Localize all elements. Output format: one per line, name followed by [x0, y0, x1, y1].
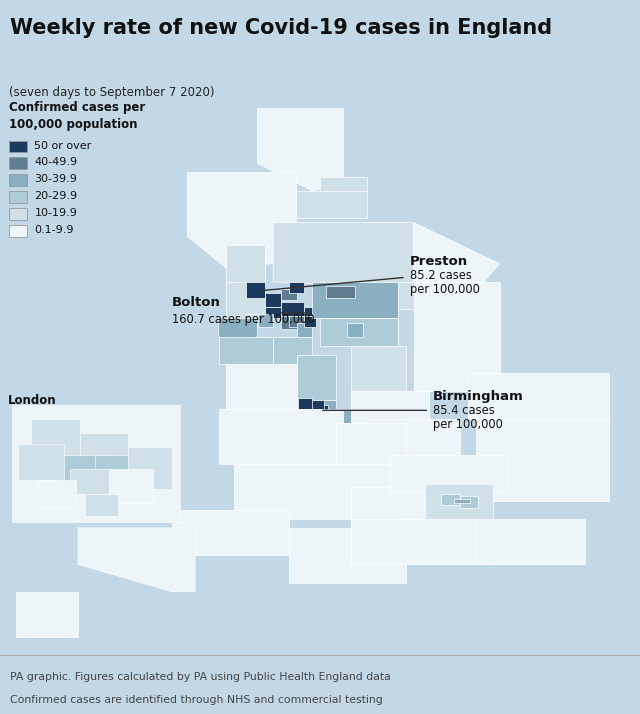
Polygon shape: [296, 323, 312, 336]
Text: per 100,000: per 100,000: [410, 283, 479, 296]
Polygon shape: [70, 469, 115, 494]
Text: 20-29.9: 20-29.9: [35, 191, 77, 201]
Polygon shape: [426, 484, 493, 519]
Polygon shape: [305, 401, 335, 423]
Polygon shape: [78, 528, 195, 592]
Polygon shape: [351, 487, 492, 519]
Polygon shape: [326, 286, 355, 298]
Text: London: London: [8, 394, 57, 407]
Polygon shape: [246, 282, 266, 298]
Text: 30-39.9: 30-39.9: [35, 174, 77, 184]
Polygon shape: [413, 223, 499, 282]
Polygon shape: [476, 519, 586, 564]
Text: 85.4 cases: 85.4 cases: [433, 404, 495, 417]
FancyBboxPatch shape: [10, 141, 26, 153]
Polygon shape: [128, 447, 172, 488]
Text: 10-19.9: 10-19.9: [35, 208, 77, 218]
Polygon shape: [398, 282, 484, 309]
FancyBboxPatch shape: [10, 174, 26, 186]
Polygon shape: [227, 364, 296, 409]
Polygon shape: [109, 469, 153, 503]
Polygon shape: [454, 498, 470, 503]
FancyBboxPatch shape: [10, 158, 26, 169]
Text: Preston: Preston: [410, 256, 468, 268]
Polygon shape: [348, 323, 363, 336]
FancyBboxPatch shape: [10, 208, 26, 220]
Polygon shape: [227, 282, 266, 328]
Polygon shape: [281, 316, 296, 329]
Polygon shape: [218, 336, 273, 364]
Text: Confirmed cases are identified through NHS and commercial testing: Confirmed cases are identified through N…: [10, 695, 382, 705]
Polygon shape: [281, 289, 296, 300]
Polygon shape: [266, 293, 281, 307]
Polygon shape: [273, 223, 413, 286]
Polygon shape: [266, 307, 281, 318]
Text: 0.1-9.9: 0.1-9.9: [35, 225, 74, 235]
Text: Birmingham: Birmingham: [433, 391, 524, 403]
Polygon shape: [351, 391, 429, 428]
Polygon shape: [461, 496, 477, 508]
Text: PA graphic. Figures calculated by PA using Public Health England data: PA graphic. Figures calculated by PA usi…: [10, 672, 390, 682]
Text: 40-49.9: 40-49.9: [35, 158, 77, 168]
Text: 85.2 cases: 85.2 cases: [410, 269, 472, 282]
Polygon shape: [31, 419, 79, 461]
Polygon shape: [312, 282, 398, 318]
Polygon shape: [351, 519, 492, 564]
Polygon shape: [351, 346, 406, 391]
Polygon shape: [172, 510, 289, 555]
Polygon shape: [234, 464, 406, 519]
FancyBboxPatch shape: [10, 191, 26, 203]
Polygon shape: [12, 406, 180, 522]
FancyBboxPatch shape: [10, 225, 26, 237]
Polygon shape: [289, 282, 305, 293]
Polygon shape: [308, 401, 324, 409]
Polygon shape: [289, 528, 406, 583]
Polygon shape: [476, 418, 609, 501]
Polygon shape: [218, 318, 257, 346]
Text: Weekly rate of new Covid-19 cases in England: Weekly rate of new Covid-19 cases in Eng…: [10, 18, 552, 38]
Polygon shape: [15, 592, 78, 637]
Polygon shape: [468, 373, 609, 418]
Polygon shape: [60, 456, 109, 483]
Polygon shape: [312, 405, 328, 418]
Text: Confirmed cases per: Confirmed cases per: [10, 101, 146, 114]
Text: (seven days to September 7 2020): (seven days to September 7 2020): [10, 86, 215, 99]
Polygon shape: [305, 307, 316, 316]
Polygon shape: [413, 282, 499, 391]
Polygon shape: [305, 316, 316, 328]
Text: 160.7 cases per 100,000: 160.7 cases per 100,000: [172, 313, 314, 326]
Polygon shape: [273, 336, 312, 364]
Polygon shape: [298, 398, 312, 409]
Polygon shape: [188, 173, 296, 268]
Polygon shape: [320, 177, 367, 191]
Polygon shape: [441, 494, 461, 505]
Polygon shape: [320, 318, 398, 346]
Polygon shape: [257, 109, 344, 191]
Polygon shape: [335, 409, 355, 423]
Polygon shape: [218, 409, 344, 464]
Polygon shape: [367, 418, 461, 455]
Text: 50 or over: 50 or over: [35, 141, 92, 151]
Polygon shape: [257, 313, 273, 328]
Polygon shape: [335, 423, 406, 483]
Polygon shape: [289, 316, 305, 328]
Polygon shape: [37, 481, 76, 508]
Polygon shape: [273, 191, 367, 218]
Polygon shape: [18, 444, 64, 481]
Polygon shape: [85, 494, 118, 516]
Polygon shape: [390, 455, 508, 491]
Text: per 100,000: per 100,000: [433, 418, 503, 431]
Polygon shape: [95, 456, 138, 488]
Polygon shape: [79, 433, 128, 475]
Text: 100,000 population: 100,000 population: [10, 118, 138, 131]
Polygon shape: [296, 355, 335, 401]
Text: Bolton: Bolton: [172, 296, 221, 309]
Polygon shape: [227, 246, 266, 282]
Polygon shape: [281, 302, 305, 316]
